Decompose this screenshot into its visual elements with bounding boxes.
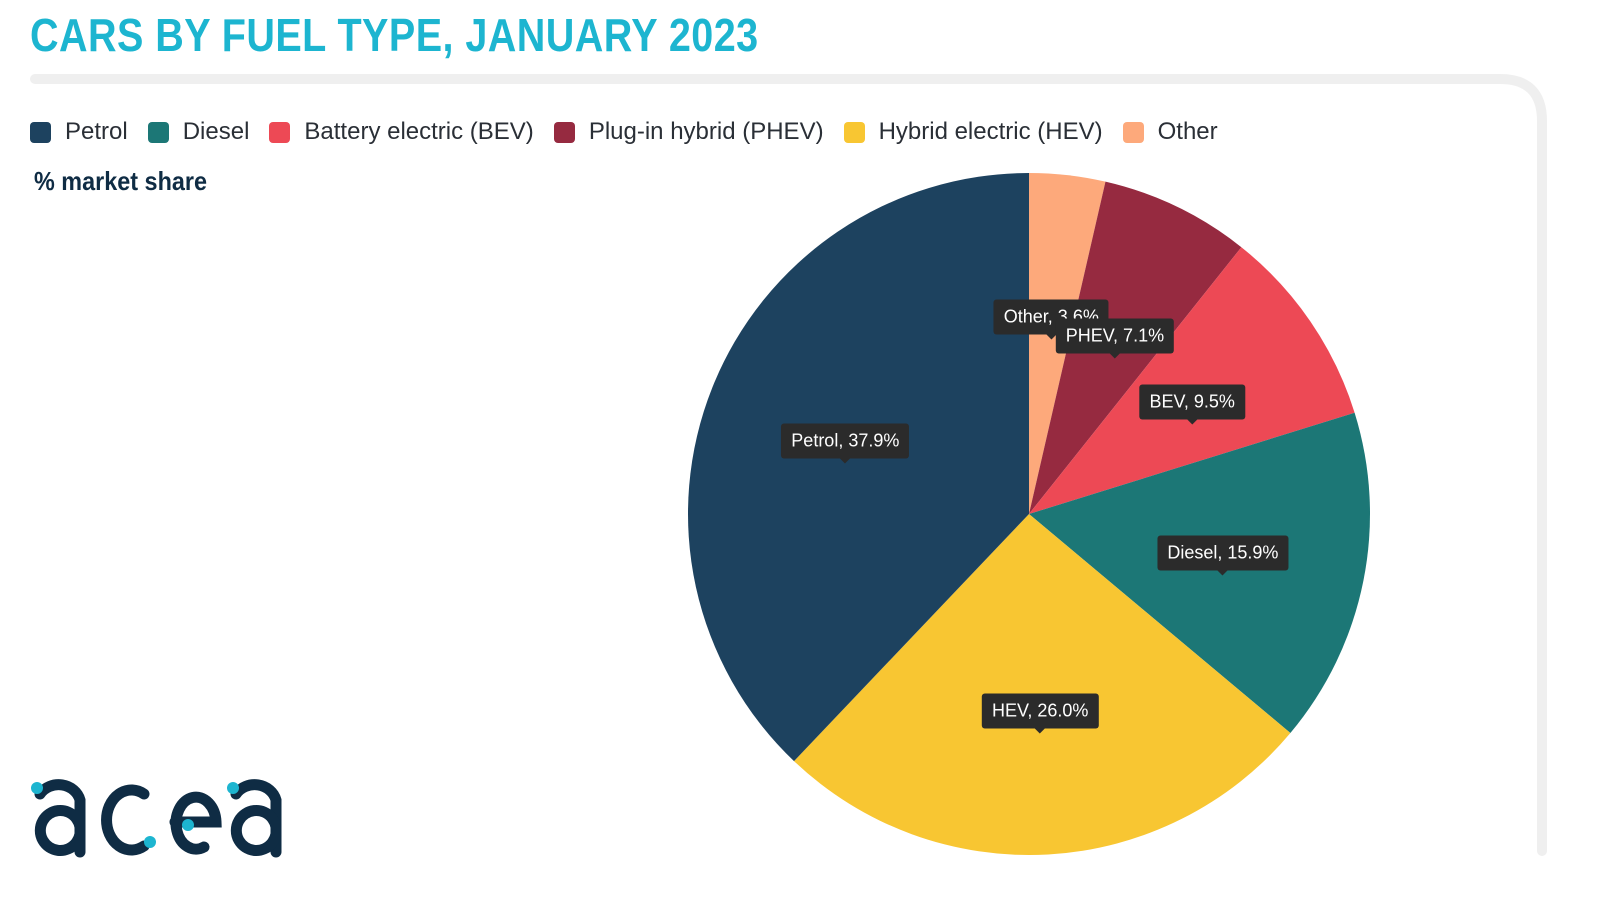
legend-item-bev[interactable]: Battery electric (BEV): [269, 118, 534, 146]
legend-swatch-other: [1122, 121, 1144, 143]
data-label-diesel: Diesel, 15.9%: [1157, 535, 1289, 576]
legend-item-hev[interactable]: Hybrid electric (HEV): [843, 118, 1103, 146]
legend-label-hev: Hybrid electric (HEV): [878, 118, 1103, 145]
legend-label-diesel: Diesel: [182, 118, 250, 145]
data-label-hev: HEV, 26.0%: [981, 693, 1099, 734]
data-label-bev: BEV, 9.5%: [1139, 384, 1245, 425]
data-label-phev: PHEV, 7.1%: [1055, 318, 1175, 359]
legend-item-phev[interactable]: Plug-in hybrid (PHEV): [553, 118, 824, 146]
legend-label-petrol: Petrol: [65, 118, 128, 145]
acea-logo: [31, 779, 282, 858]
pie-slice-hev[interactable]: [794, 514, 1291, 855]
pie-slice-bev[interactable]: [1029, 247, 1355, 515]
legend-swatch-phev: [553, 121, 575, 143]
legend-swatch-petrol: [30, 121, 51, 143]
legend-item-diesel[interactable]: Diesel: [147, 118, 250, 146]
legend-label-other: Other: [1157, 118, 1218, 145]
legend-label-bev: Battery electric (BEV): [304, 118, 534, 145]
data-label-petrol: Petrol, 37.9%: [781, 423, 910, 464]
legend-swatch-bev: [269, 121, 291, 143]
legend-item-petrol[interactable]: Petrol: [30, 118, 128, 146]
legend-label-phev: Plug-in hybrid (PHEV): [588, 118, 824, 145]
pie-slice-diesel[interactable]: [1029, 412, 1370, 734]
chart-subtitle: % market share: [34, 166, 208, 196]
legend-item-other[interactable]: Other: [1122, 118, 1218, 146]
chart-title: CARS BY FUEL TYPE, JANUARY 2023: [30, 9, 759, 61]
legend-swatch-hev: [843, 121, 865, 143]
chart-legend: Petrol Diesel Battery electric (BEV) Plu…: [30, 118, 1238, 146]
pie-slice-petrol[interactable]: [688, 173, 1029, 762]
legend-swatch-diesel: [147, 121, 169, 143]
